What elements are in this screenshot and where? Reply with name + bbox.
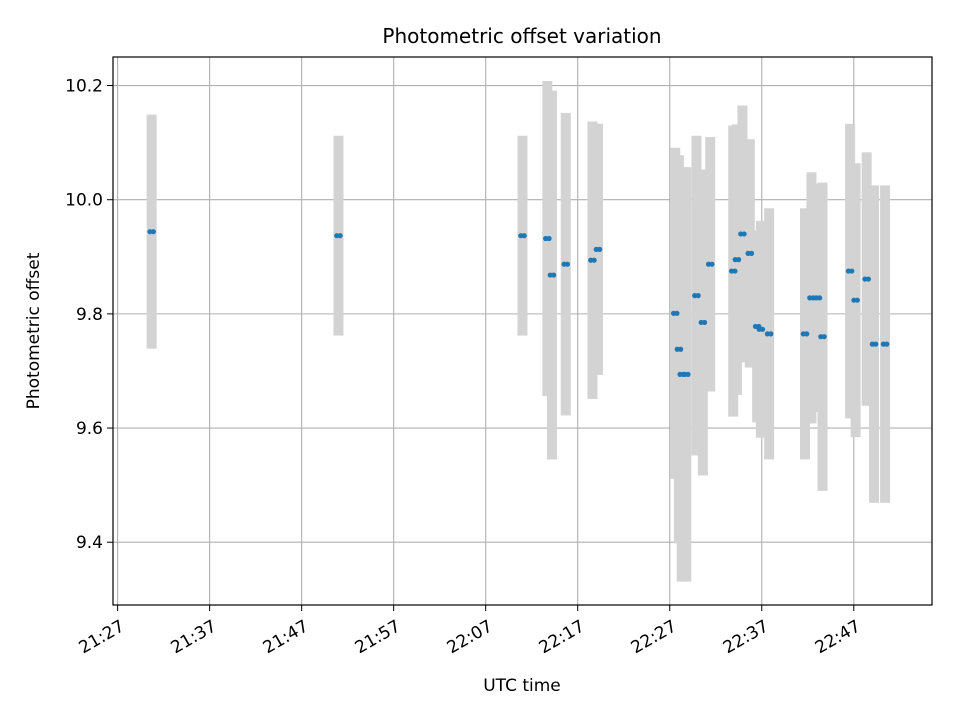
y-tick-label: 9.4 (76, 533, 103, 553)
y-tick-label: 9.6 (76, 419, 103, 439)
data-point-marker (884, 341, 890, 347)
data-point-marker (709, 261, 715, 267)
data-point-marker (597, 246, 603, 252)
x-axis: 21:27 21:37 21:47 21:57 22:07 22:17 22:27 22:37… (76, 605, 864, 658)
y-tick-label: 9.8 (76, 305, 103, 325)
data-point-marker (150, 229, 156, 235)
y-axis-title: Photometric offset (24, 252, 44, 409)
data-point-marker (591, 257, 597, 263)
data-point-marker (337, 233, 343, 239)
data-point-marker (804, 331, 810, 337)
x-tick-label: 22:27 (628, 616, 680, 658)
x-tick-label: 22:47 (812, 616, 864, 658)
data-point-marker (546, 235, 552, 242)
data-point-marker (768, 331, 774, 337)
data-point-marker (748, 250, 755, 256)
data-point-marker (564, 261, 571, 267)
data-point-marker (759, 326, 766, 332)
plot-frame (112, 56, 933, 606)
data-point-marker (551, 272, 557, 278)
data-point-marker (873, 341, 879, 347)
chart-title: Photometric offset variation (382, 24, 661, 48)
data-point-marker (821, 334, 827, 340)
data-points (147, 229, 890, 377)
data-point-marker (685, 371, 691, 377)
errorbars (146, 80, 891, 582)
x-tick-label: 21:47 (260, 616, 312, 658)
data-point-marker (521, 233, 527, 239)
data-point-marker (695, 293, 701, 299)
data-point-marker (849, 268, 855, 274)
data-point-marker (732, 268, 738, 274)
data-point-marker (741, 231, 747, 237)
x-tick-label: 21:27 (76, 616, 128, 658)
data-point-marker (678, 346, 684, 352)
y-tick-label: 10.0 (65, 191, 103, 211)
data-point-marker (736, 257, 742, 263)
x-tick-label: 21:57 (352, 616, 404, 658)
x-tick-label: 22:37 (720, 616, 772, 658)
data-point-marker (674, 310, 680, 316)
y-tick-label: 10.2 (65, 77, 103, 97)
data-point-marker (701, 319, 708, 326)
x-tick-label: 21:37 (168, 616, 220, 658)
x-axis-title: UTC time (483, 676, 561, 696)
x-tick-label: 22:17 (536, 616, 588, 658)
y-axis: 9.4 9.6 9.8 10.0 10.2 (65, 77, 113, 553)
x-tick-label: 22:07 (444, 616, 496, 658)
data-point-marker (865, 276, 871, 282)
data-point-marker (816, 295, 823, 301)
data-point-marker (854, 297, 860, 303)
